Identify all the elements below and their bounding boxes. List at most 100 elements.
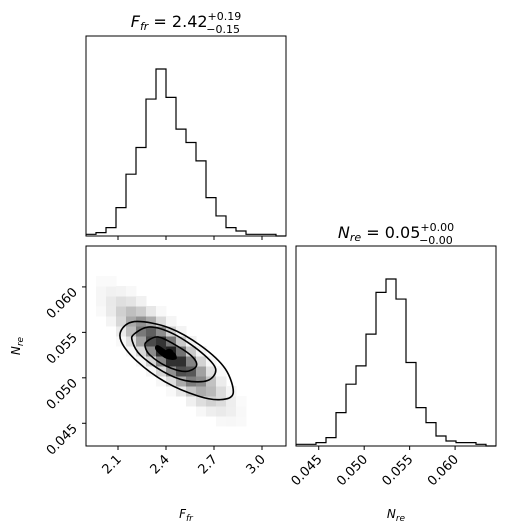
density-cell xyxy=(176,336,187,347)
density-cell xyxy=(106,286,117,297)
density-cell xyxy=(196,346,207,357)
contour-xtick-label-0: 2.1 xyxy=(100,452,125,477)
contour-xlabel: Ffr xyxy=(179,507,194,524)
histogram-ffr-title: Ffr = 2.42+0.19 −0.15 xyxy=(131,10,242,36)
density-cell xyxy=(126,296,137,307)
density-cell xyxy=(196,386,207,397)
density-cell xyxy=(96,276,107,287)
density-cell xyxy=(166,386,177,397)
xlabel-nre-sub: re xyxy=(396,514,406,524)
histogram-nre-steps xyxy=(296,278,496,447)
hist-nre-tick-label-1: 0.050 xyxy=(334,452,371,489)
contour-frame xyxy=(85,245,287,447)
density-cell xyxy=(96,306,107,317)
density-cell xyxy=(126,306,137,317)
density-cell xyxy=(216,406,227,417)
density-cell xyxy=(166,376,177,387)
histogram-nre-xlabel: Nre xyxy=(387,507,406,524)
histogram-ffr-frame xyxy=(85,35,287,237)
title-nre-plus: +0.00 xyxy=(420,221,454,234)
contour-level-3 xyxy=(119,320,235,401)
title-nre-minus: −0.00 xyxy=(419,234,453,247)
density-cell xyxy=(106,306,117,317)
density-cell xyxy=(156,356,167,367)
density-cell xyxy=(226,416,237,427)
contour-lines xyxy=(119,320,235,401)
histogram-nre-ticks: 0.045 0.050 0.055 0.060 xyxy=(289,446,462,489)
density-cell xyxy=(206,366,217,377)
density-cell xyxy=(96,286,107,297)
density-cell xyxy=(236,396,247,407)
density-cell xyxy=(106,276,117,287)
title-nre-value: = 0.05 xyxy=(361,223,420,242)
density-cell xyxy=(186,396,197,407)
contour-panel: 2.1 2.4 2.7 3.0 0.045 0.050 0.055 0.060 Ffr Nre xyxy=(9,245,287,524)
density-cell xyxy=(116,296,127,307)
contour-xtick-label-1: 2.4 xyxy=(148,452,173,477)
contour-level-2 xyxy=(130,326,217,383)
density-cell xyxy=(216,366,227,377)
peak-marker xyxy=(164,348,174,358)
density-cell xyxy=(186,336,197,347)
title-nre-sub: re xyxy=(350,231,362,244)
density-cell xyxy=(116,306,127,317)
density-cell xyxy=(206,396,217,407)
density-cell xyxy=(156,336,167,347)
density-cell xyxy=(126,326,137,337)
density-cell xyxy=(116,286,127,297)
density-cell xyxy=(196,366,207,377)
density-cell xyxy=(146,346,157,357)
density-cell xyxy=(146,336,157,347)
density-cell xyxy=(166,356,177,367)
density-cell xyxy=(146,366,157,377)
contour-ytick-label-1: 0.050 xyxy=(44,376,81,413)
xlabel-ffr-main: F xyxy=(179,507,187,521)
density-cell xyxy=(216,416,227,427)
density-cell xyxy=(236,416,247,427)
density-cell xyxy=(206,406,217,417)
density-cell xyxy=(166,316,177,327)
density-cell xyxy=(236,406,247,417)
density-cell xyxy=(206,386,217,397)
density-cell xyxy=(216,386,227,397)
ylabel-nre-main: N xyxy=(9,346,23,355)
histogram-nre-title: Nre = 0.05+0.00 −0.00 xyxy=(338,221,454,247)
xlabel-ffr-sub: fr xyxy=(186,514,194,524)
density-cell xyxy=(136,346,147,357)
density-cell xyxy=(226,386,237,397)
hist-nre-tick-label-2: 0.055 xyxy=(380,452,417,489)
density-cell xyxy=(156,316,167,327)
density-cell xyxy=(176,326,187,337)
density-cell xyxy=(216,376,227,387)
contour-xtick-label-3: 3.0 xyxy=(244,452,269,477)
contour-ylabel: Nre xyxy=(9,336,26,355)
hist-nre-tick-label-3: 0.060 xyxy=(425,452,462,489)
density-cell xyxy=(216,396,227,407)
density-cell xyxy=(136,326,147,337)
density-cell xyxy=(166,326,177,337)
density-cell xyxy=(186,386,197,397)
density-cell xyxy=(196,406,207,417)
density-cell xyxy=(136,336,147,347)
hist-nre-tick-label-0: 0.045 xyxy=(289,452,326,489)
density-cell xyxy=(176,356,187,367)
contour-ytick-label-3: 0.060 xyxy=(44,285,81,322)
density-cell xyxy=(106,316,117,327)
density-cell xyxy=(166,336,177,347)
density-cell xyxy=(176,386,187,397)
density-cell xyxy=(146,326,157,337)
histogram-nre-panel: Nre = 0.05+0.00 −0.00 0.045 0.050 0.055 0.06… xyxy=(289,221,497,524)
histogram-ffr-panel: Ffr = 2.42+0.19 −0.15 xyxy=(85,10,287,240)
density-cell xyxy=(136,356,147,367)
density-cell xyxy=(186,346,197,357)
density-cell xyxy=(156,326,167,337)
contour-xtick-label-2: 2.7 xyxy=(196,452,221,477)
contour-level-1 xyxy=(144,336,198,373)
density-cell xyxy=(126,346,137,357)
histogram-ffr-steps xyxy=(86,68,286,237)
title-ffr-value: = 2.42 xyxy=(148,12,207,31)
density-cell xyxy=(146,306,157,317)
density-cell xyxy=(126,316,137,327)
density-cell xyxy=(146,356,157,367)
